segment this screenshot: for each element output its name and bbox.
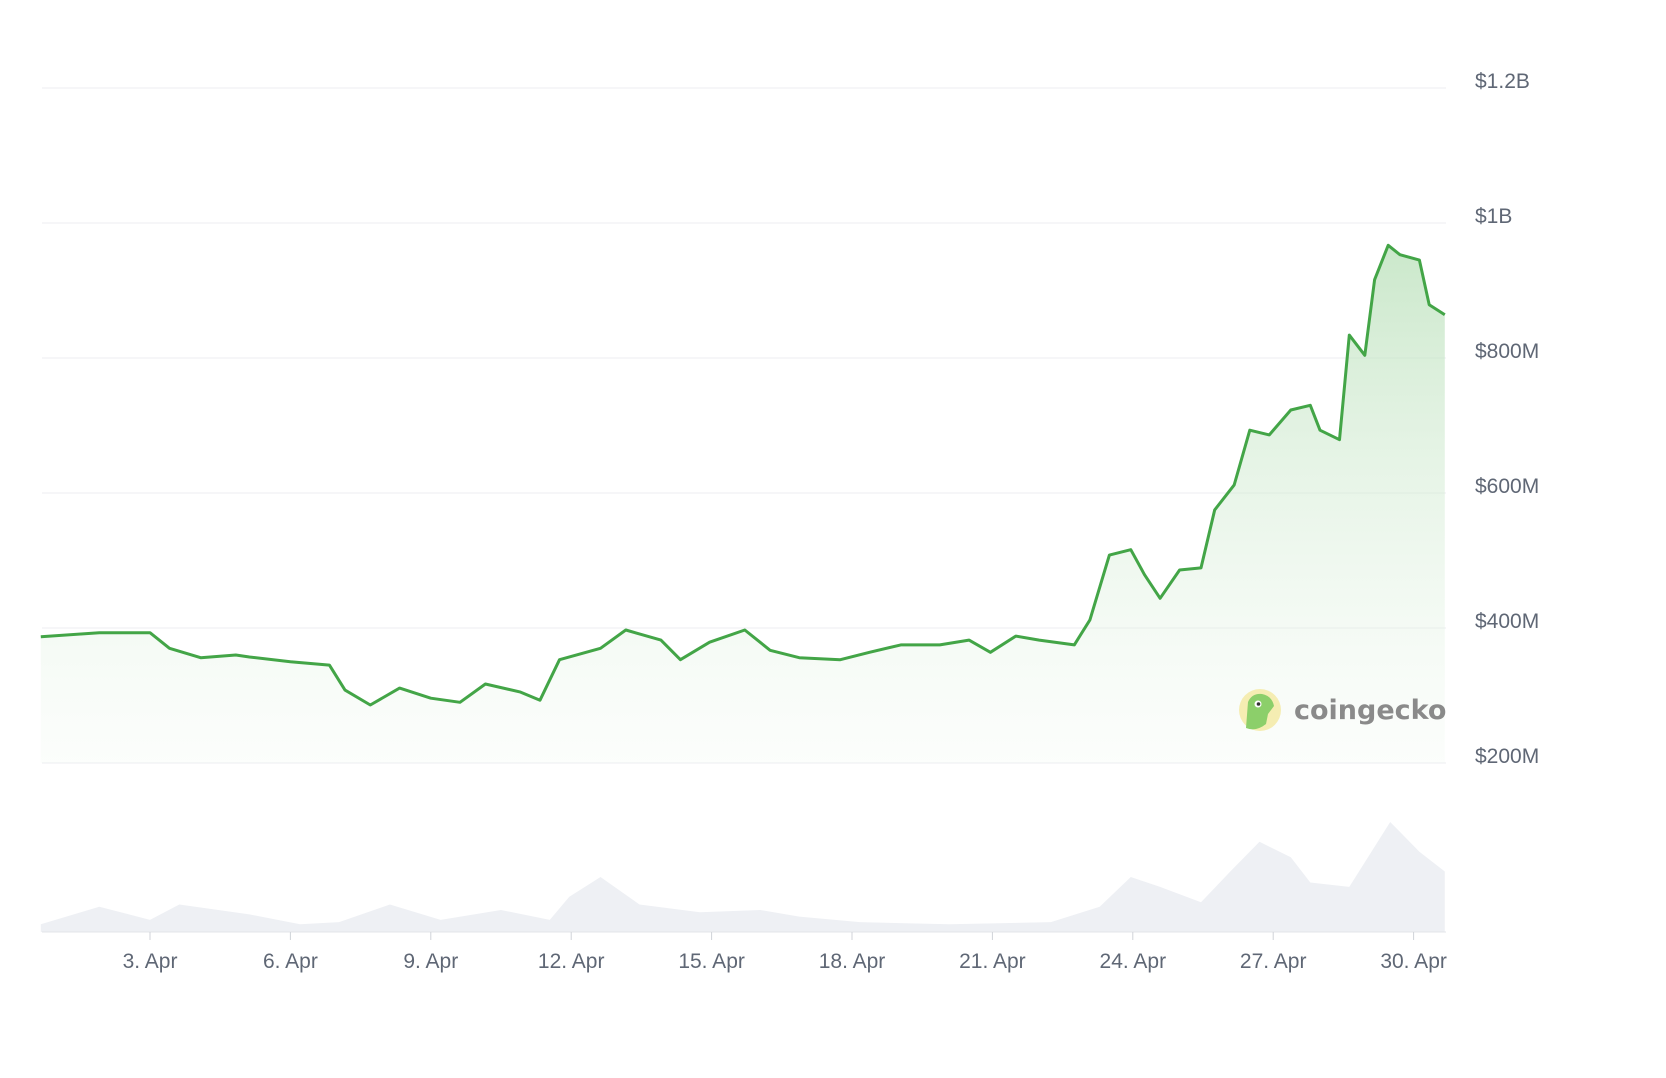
x-axis: 3. Apr 6. Apr 9. Apr 12. Apr 15. Apr 18. Apr 2… xyxy=(42,931,1447,973)
watermark-text: coingecko xyxy=(1294,695,1446,726)
y-tick-label: $1.2B xyxy=(1475,70,1530,93)
x-tick-label: 24. Apr xyxy=(1100,950,1167,973)
y-axis: $1.2B $1B $800M $600M $400M $200M xyxy=(1475,70,1539,768)
y-tick-label: $1B xyxy=(1475,205,1512,228)
y-tick-label: $400M xyxy=(1475,610,1539,633)
x-tick-label: 15. Apr xyxy=(678,950,745,973)
coingecko-watermark: coingecko xyxy=(1239,689,1446,731)
x-tick-label: 6. Apr xyxy=(263,950,318,973)
volume-series xyxy=(40,822,1445,932)
x-tick-label: 18. Apr xyxy=(819,950,886,973)
volume-area xyxy=(40,822,1445,932)
y-tick-label: $800M xyxy=(1475,340,1539,363)
x-tick-label: 9. Apr xyxy=(403,950,458,973)
x-tick-label: 21. Apr xyxy=(959,950,1026,973)
x-tick-label: 27. Apr xyxy=(1240,950,1307,973)
y-tick-label: $600M xyxy=(1475,475,1539,498)
x-tick-label: 12. Apr xyxy=(538,950,605,973)
x-tick-label: 3. Apr xyxy=(123,950,178,973)
price-area xyxy=(40,243,1446,764)
y-tick-label: $200M xyxy=(1475,745,1539,768)
price-area-fill xyxy=(40,245,1445,764)
gecko-head-icon xyxy=(1246,693,1274,730)
x-tick-label: 30. Apr xyxy=(1380,950,1447,973)
price-line xyxy=(40,243,1446,707)
